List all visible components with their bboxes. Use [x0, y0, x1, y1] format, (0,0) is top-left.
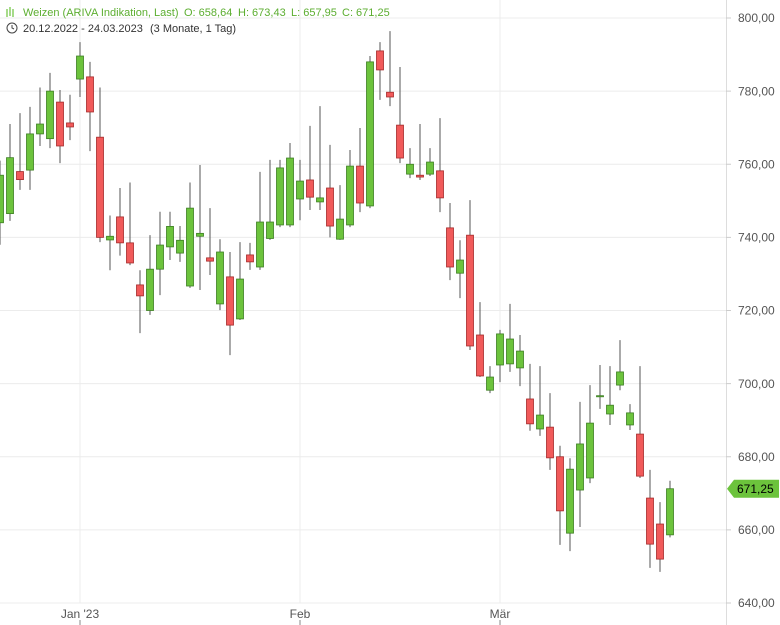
candle-body	[126, 242, 134, 264]
high-label: H: 673,43	[238, 7, 286, 19]
candle-body	[596, 395, 604, 398]
y-tick-label: 680,00	[738, 450, 775, 464]
candle-body	[466, 234, 474, 347]
open-label: O: 658,64	[184, 7, 232, 19]
candle-body	[36, 123, 44, 135]
x-tick-label: Jan '23	[61, 607, 100, 621]
candle-body	[246, 254, 254, 263]
candle-body	[86, 76, 94, 113]
y-tick-label: 760,00	[738, 157, 775, 171]
candle-body	[106, 235, 114, 241]
y-tick-label: 640,00	[738, 596, 775, 610]
candle-body	[326, 187, 334, 227]
candle-body	[526, 398, 534, 425]
candle-body	[6, 157, 14, 215]
candle-body	[366, 61, 374, 207]
last-price-label: 671,25	[737, 482, 774, 496]
candle-body	[406, 163, 414, 175]
candle-body	[186, 207, 194, 287]
low-label: L: 657,95	[291, 7, 337, 19]
period: (3 Monate, 1 Tag)	[150, 23, 236, 35]
candle-body	[116, 216, 124, 244]
x-tick-label: Feb	[290, 607, 311, 621]
candle-body	[416, 174, 424, 178]
candle-body	[16, 171, 24, 181]
candle-body	[506, 338, 514, 365]
candle-body	[26, 133, 34, 171]
candle-body	[176, 239, 184, 254]
candle-body	[536, 414, 544, 430]
candle-body	[516, 350, 524, 369]
candle-body	[216, 251, 224, 305]
candle-body	[646, 497, 654, 545]
candle-body	[556, 456, 564, 512]
candle-body	[446, 227, 454, 268]
candle-body	[576, 443, 584, 491]
y-tick-label: 740,00	[738, 231, 775, 245]
last-price-marker	[727, 479, 779, 498]
y-tick-label: 720,00	[738, 304, 775, 318]
candle-body	[336, 218, 344, 240]
candle-body	[266, 221, 274, 239]
candle-body	[236, 278, 244, 320]
candle-body	[566, 468, 574, 534]
candle-body	[316, 197, 324, 203]
candle-body	[656, 523, 664, 560]
date-range: 20.12.2022 - 24.03.2023	[23, 23, 143, 35]
y-tick-label: 660,00	[738, 523, 775, 537]
candle-body	[206, 257, 214, 262]
candle-body	[356, 165, 364, 204]
candle-body	[46, 90, 54, 140]
candle-body	[0, 174, 4, 224]
x-tick-label: Mär	[490, 607, 511, 621]
candle-body	[396, 124, 404, 159]
candle-body	[226, 276, 234, 326]
candle-body	[306, 179, 314, 198]
y-tick-label: 700,00	[738, 377, 775, 391]
candle-body	[456, 259, 464, 274]
candle-body	[66, 122, 74, 128]
candle-body	[156, 244, 164, 270]
candle-body	[476, 334, 484, 377]
candle-body	[56, 101, 64, 147]
y-tick-label: 800,00	[738, 11, 775, 25]
candle-body	[296, 180, 304, 200]
candle-body	[426, 161, 434, 175]
candle-body	[276, 167, 284, 226]
candle-body	[636, 433, 644, 477]
candle-body	[496, 333, 504, 366]
chart-title: Weizen (ARIVA Indikation, Last)	[23, 7, 179, 19]
candle-body	[626, 412, 634, 426]
candle-body	[196, 232, 204, 237]
candle-body	[136, 284, 144, 297]
candle-body	[436, 170, 444, 199]
candle-body	[386, 91, 394, 98]
plot: 640,00 660,00 680,00 700,00 720,00 740,00 760,…	[0, 11, 779, 625]
y-tick-label: 780,00	[738, 84, 775, 98]
candle-body	[666, 488, 674, 536]
candle-body	[76, 55, 84, 80]
candle-body	[286, 157, 294, 226]
candle-body	[586, 422, 594, 479]
close-label: C: 671,25	[342, 7, 390, 19]
candle-body	[96, 136, 104, 238]
candle-body	[546, 426, 554, 459]
candle-body	[616, 371, 624, 386]
candle-body	[146, 268, 154, 311]
candle-body	[166, 226, 174, 248]
candle-body	[376, 50, 384, 71]
candle-body	[606, 404, 614, 415]
clock-icon	[6, 22, 18, 34]
chart-icon	[6, 7, 14, 17]
candle-body	[256, 221, 264, 268]
candle-body	[346, 165, 354, 226]
candle-body	[486, 376, 494, 391]
